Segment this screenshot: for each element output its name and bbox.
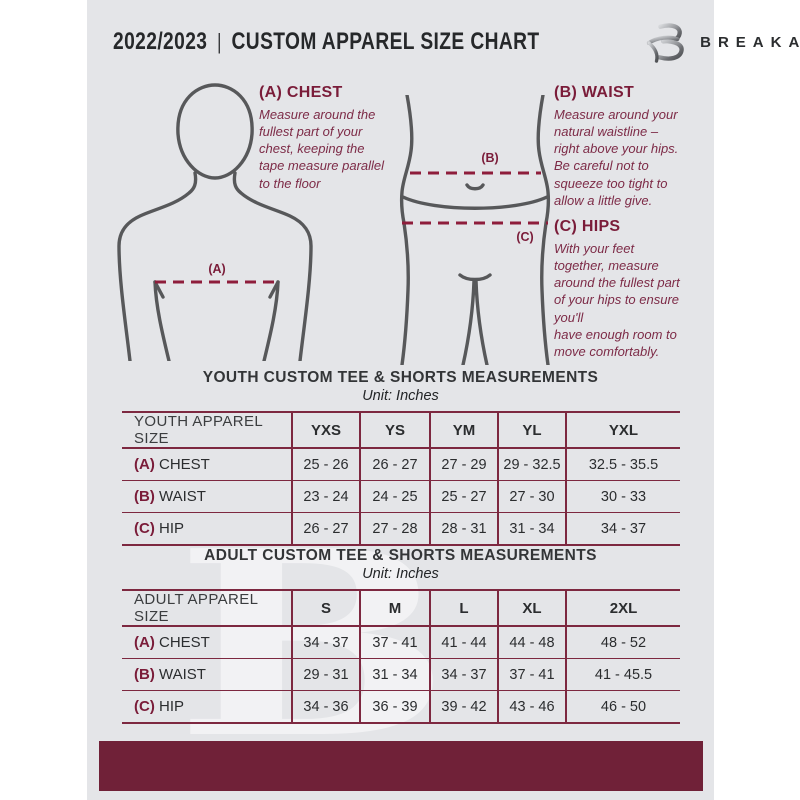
measurement-prefix: (C) [134, 698, 155, 715]
measurement-label-cell: (C) HIP [122, 690, 292, 724]
header-separator: | [216, 29, 222, 54]
measurement-label-cell: (C) HIP [122, 512, 292, 546]
size-range-cell: 37 - 41 [359, 626, 430, 659]
size-range-cell: 46 - 50 [565, 690, 680, 724]
chest-section-heading: (A) CHEST [259, 84, 343, 101]
size-range-cell: 29 - 31 [291, 658, 360, 691]
footer-bar [99, 741, 703, 791]
size-range-cell: 34 - 37 [429, 658, 498, 691]
adult-table-unit: Unit: Inches [362, 566, 439, 582]
measurement-label-cell: (B) WAIST [122, 480, 292, 513]
table-row: (B) WAIST 29 - 31 31 - 34 34 - 37 37 - 41 41 … [122, 658, 680, 691]
size-range-cell: 32.5 - 35.5 [565, 448, 680, 481]
header-year: 2022/2023 [113, 28, 208, 55]
table-row: (A) CHEST 34 - 37 37 - 41 41 - 44 44 - 48 48 … [122, 626, 680, 659]
size-column-header: M [359, 589, 430, 627]
chest-line-label: (A) [208, 262, 225, 276]
size-column-header: YL [497, 411, 566, 449]
chest-section-body: Measure around the fullest part of your … [259, 107, 385, 191]
size-range-cell: 44 - 48 [497, 626, 566, 659]
size-range-cell: 26 - 27 [359, 448, 430, 481]
breakaway-logo-icon [647, 23, 684, 63]
hips-line-label: (C) [516, 230, 533, 244]
measurement-prefix: (B) [134, 488, 155, 505]
size-range-cell: 27 - 30 [497, 480, 566, 513]
table-row: (B) WAIST 23 - 24 24 - 25 25 - 27 27 - 30 30 … [122, 480, 680, 513]
size-column-header: XL [497, 589, 566, 627]
measurement-name: HIP [154, 698, 185, 715]
measurement-prefix: (A) [134, 634, 155, 651]
waist-section-heading: (B) WAIST [554, 84, 635, 101]
table-row: (C) HIP 26 - 27 27 - 28 28 - 31 31 - 34 34 - … [122, 512, 680, 546]
measurement-label-cell: (A) CHEST [122, 448, 292, 481]
adult-size-table: ADULT APPAREL SIZE S M L XL 2XL (A) CHEST 34 - … [122, 589, 680, 724]
size-range-cell: 28 - 31 [429, 512, 498, 546]
waist-section-body: Measure around your natural waistline – … [554, 107, 679, 208]
table-header-row: ADULT APPAREL SIZE S M L XL 2XL [122, 589, 680, 627]
brand-name: BREAKAWAY [700, 33, 800, 51]
measurement-label-cell: (B) WAIST [122, 658, 292, 691]
size-column-header: YS [359, 411, 430, 449]
size-range-cell: 34 - 37 [565, 512, 680, 546]
size-range-cell: 39 - 42 [429, 690, 498, 724]
measurement-name: WAIST [154, 488, 206, 505]
size-range-cell: 27 - 28 [359, 512, 430, 546]
chest-measurement-figure: (A) [117, 83, 313, 361]
measurement-name: HIP [154, 520, 185, 537]
table-header-row: YOUTH APPAREL SIZE YXS YS YM YL YXL [122, 411, 680, 449]
hips-section-body: With your feet together, measure around … [554, 241, 680, 359]
size-range-cell: 27 - 29 [429, 448, 498, 481]
youth-table-unit: Unit: Inches [362, 388, 439, 404]
header-chart-title: CUSTOM APPAREL SIZE CHART [231, 28, 540, 55]
size-column-header: 2XL [565, 589, 680, 627]
size-range-cell: 25 - 27 [429, 480, 498, 513]
size-column-header: YM [429, 411, 498, 449]
size-range-cell: 29 - 32.5 [497, 448, 566, 481]
measurement-name: WAIST [154, 666, 206, 683]
size-range-cell: 24 - 25 [359, 480, 430, 513]
size-range-cell: 30 - 33 [565, 480, 680, 513]
table-corner-header: ADULT APPAREL SIZE [122, 589, 292, 627]
size-range-cell: 41 - 45.5 [565, 658, 680, 691]
measurement-name: CHEST [154, 634, 210, 651]
size-range-cell: 23 - 24 [291, 480, 360, 513]
header: 2022/2023 | CUSTOM APPAREL SIZE CHART [87, 22, 800, 63]
table-corner-header: YOUTH APPAREL SIZE [122, 411, 292, 449]
size-range-cell: 31 - 34 [359, 658, 430, 691]
size-column-header: YXS [291, 411, 360, 449]
size-range-cell: 26 - 27 [291, 512, 360, 546]
size-column-header: YXL [565, 411, 680, 449]
size-column-header: S [291, 589, 360, 627]
waist-hips-measurement-figure: (B) (C) [399, 95, 551, 365]
hips-section-heading: (C) HIPS [554, 218, 621, 235]
header-title: 2022/2023 | CUSTOM APPAREL SIZE CHART [113, 28, 540, 56]
adult-table-title: ADULT CUSTOM TEE & SHORTS MEASUREMENTS [204, 547, 597, 564]
size-range-cell: 36 - 39 [359, 690, 430, 724]
size-range-cell: 31 - 34 [497, 512, 566, 546]
table-row: (A) CHEST 25 - 26 26 - 27 27 - 29 29 - 32.5 3… [122, 448, 680, 481]
size-range-cell: 43 - 46 [497, 690, 566, 724]
size-range-cell: 34 - 36 [291, 690, 360, 724]
table-row: (C) HIP 34 - 36 36 - 39 39 - 42 43 - 46 46 - … [122, 690, 680, 724]
measurement-name: CHEST [154, 456, 210, 473]
size-range-cell: 25 - 26 [291, 448, 360, 481]
measurement-label-cell: (A) CHEST [122, 626, 292, 659]
size-column-header: L [429, 589, 498, 627]
brand-block: BREAKAWAY [646, 20, 800, 64]
size-range-cell: 48 - 52 [565, 626, 680, 659]
measurement-prefix: (A) [134, 456, 155, 473]
size-range-cell: 34 - 37 [291, 626, 360, 659]
measurement-prefix: (B) [134, 666, 155, 683]
youth-table-title: YOUTH CUSTOM TEE & SHORTS MEASUREMENTS [202, 369, 599, 386]
size-range-cell: 41 - 44 [429, 626, 498, 659]
youth-size-table: YOUTH APPAREL SIZE YXS YS YM YL YXL (A) CHEST 2… [122, 411, 680, 546]
content-card: 2022/2023 | CUSTOM APPAREL SIZE CHART [87, 0, 800, 800]
waist-line-label: (B) [481, 151, 498, 165]
measurement-prefix: (C) [134, 520, 155, 537]
size-range-cell: 37 - 41 [497, 658, 566, 691]
